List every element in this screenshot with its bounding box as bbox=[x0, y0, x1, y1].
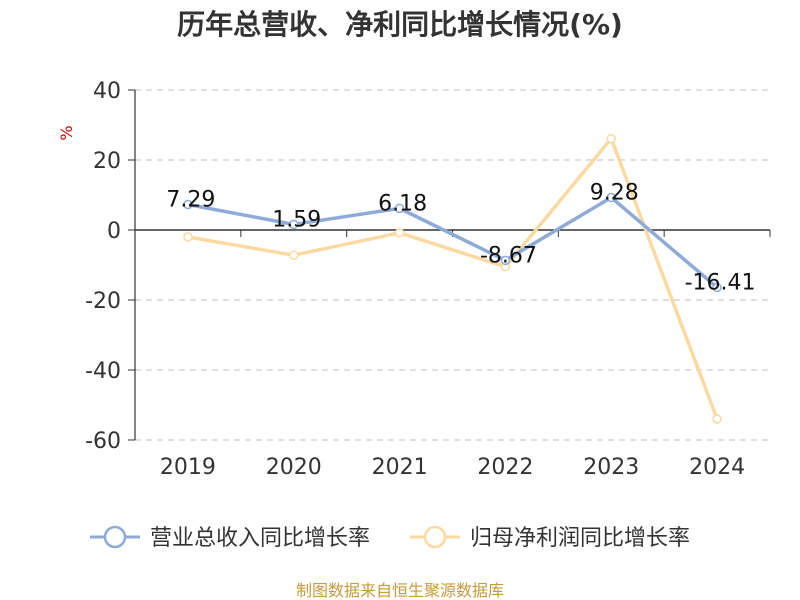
data-label: -16.41 bbox=[685, 270, 756, 295]
y-axis-unit-label: % bbox=[57, 125, 76, 140]
data-label: -8.67 bbox=[480, 243, 537, 268]
data-label: 7.29 bbox=[166, 187, 215, 212]
series-line-1 bbox=[186, 136, 719, 421]
x-tick-label: 2021 bbox=[372, 455, 428, 480]
data-point[interactable] bbox=[606, 192, 616, 203]
chart-title: 历年总营收、净利同比增长情况(%) bbox=[177, 8, 623, 41]
y-tick-label: -20 bbox=[85, 289, 121, 314]
legend-label: 营业总收入同比增长率 bbox=[150, 526, 370, 551]
y-tick-label: -40 bbox=[85, 359, 121, 384]
legend-item-0[interactable]: 营业总收入同比增长率 bbox=[90, 525, 370, 551]
data-point[interactable] bbox=[712, 414, 722, 424]
data-label: 9.28 bbox=[590, 181, 639, 206]
data-labels: 7.29 1.59 6.18 -8.67 9.28 -16.41 bbox=[166, 181, 755, 296]
y-tick-label: 20 bbox=[93, 149, 121, 174]
data-point[interactable] bbox=[183, 232, 193, 242]
data-point[interactable] bbox=[394, 228, 405, 238]
axes: 40 20 0 -20 -40 -60 2019 2020 2021 2022 2023 2024 bbox=[85, 79, 771, 480]
data-point[interactable] bbox=[183, 199, 193, 210]
data-label: 1.59 bbox=[272, 207, 321, 232]
data-point[interactable] bbox=[289, 250, 299, 260]
data-point[interactable] bbox=[712, 282, 722, 293]
legend-marker bbox=[423, 525, 447, 549]
x-tick-label: 2019 bbox=[160, 455, 216, 480]
legend-label: 归母净利润同比增长率 bbox=[470, 526, 690, 551]
source-note: 制图数据来自恒生聚源数据库 bbox=[296, 581, 504, 600]
x-tick-label: 2022 bbox=[477, 455, 533, 480]
data-point[interactable] bbox=[289, 219, 299, 230]
data-point[interactable] bbox=[394, 203, 405, 214]
legend[interactable]: 营业总收入同比增长率 归母净利润同比增长率 bbox=[90, 525, 690, 551]
x-tick-label: 2020 bbox=[266, 455, 322, 480]
y-tick-label: 40 bbox=[93, 79, 121, 104]
legend-marker bbox=[103, 525, 127, 549]
data-label: 6.18 bbox=[378, 191, 427, 216]
data-point[interactable] bbox=[606, 133, 616, 144]
x-tick-label: 2024 bbox=[689, 455, 745, 480]
series-lines bbox=[183, 133, 722, 424]
y-tick-label: 0 bbox=[107, 219, 121, 244]
gridlines bbox=[135, 89, 770, 441]
data-point[interactable] bbox=[500, 255, 511, 266]
x-tick-label: 2023 bbox=[583, 455, 639, 480]
series-line-0 bbox=[186, 195, 719, 290]
y-tick-label: -60 bbox=[85, 429, 121, 454]
legend-item-1[interactable]: 归母净利润同比增长率 bbox=[410, 525, 690, 551]
